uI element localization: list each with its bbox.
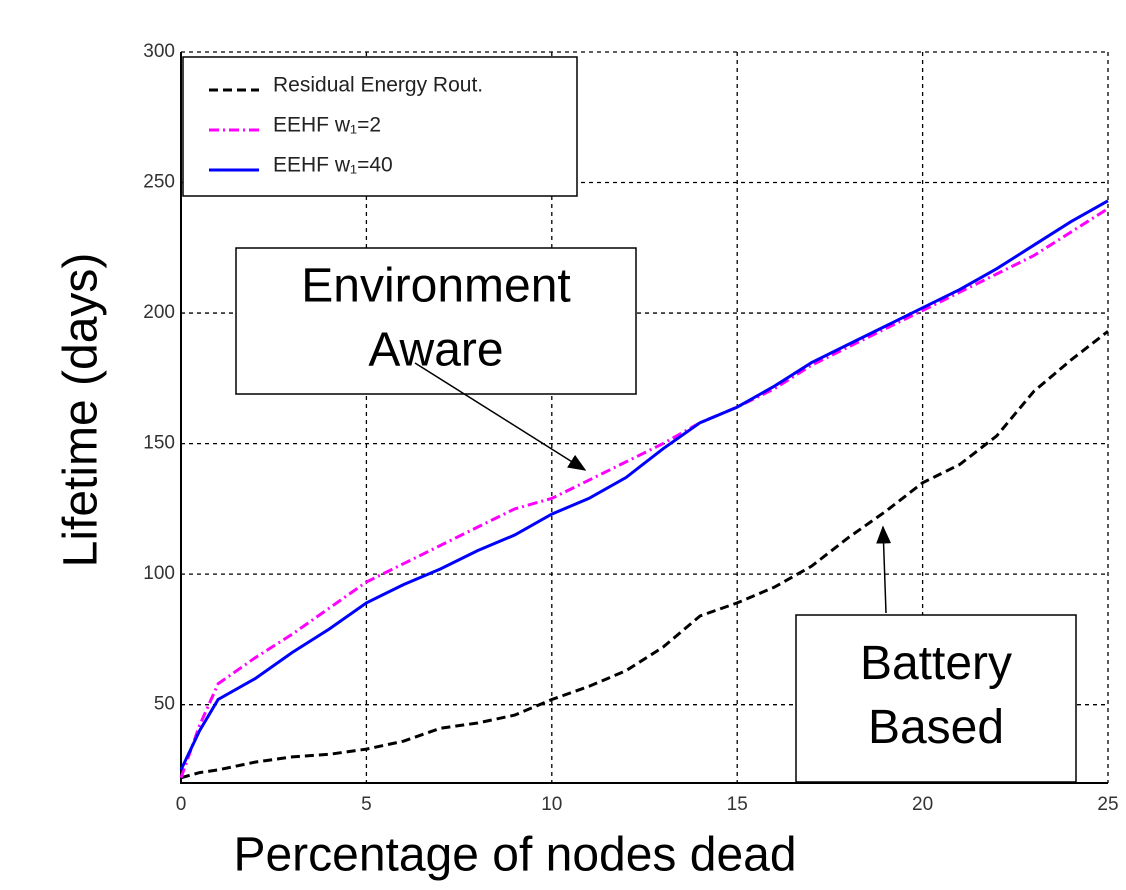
y-tick-label: 50 bbox=[154, 694, 175, 715]
annotation-text: Aware bbox=[368, 324, 503, 377]
y-tick-label: 150 bbox=[143, 433, 175, 454]
series-line bbox=[180, 330, 1109, 780]
annotation-text: Based bbox=[868, 701, 1004, 754]
x-tick-label: 5 bbox=[361, 794, 372, 815]
x-tick-label: 20 bbox=[912, 794, 933, 815]
annotation-text: Environment bbox=[301, 260, 570, 313]
axis-frame bbox=[180, 52, 1108, 784]
y-tick-label: 100 bbox=[143, 563, 175, 584]
y-tick-label: 200 bbox=[143, 302, 175, 323]
annotation-arrow bbox=[876, 525, 892, 614]
annotation-text: Battery bbox=[860, 637, 1012, 690]
x-tick-label: 10 bbox=[541, 794, 562, 815]
y-tick-label: 300 bbox=[143, 41, 175, 62]
legend-label: EEHF w₁=40 bbox=[273, 154, 393, 177]
annotation-box bbox=[795, 614, 1077, 783]
series-line bbox=[179, 207, 1109, 779]
legend-box bbox=[182, 56, 578, 197]
series-line bbox=[179, 199, 1109, 771]
y-tick-label: 250 bbox=[143, 172, 175, 193]
annotation-box bbox=[235, 247, 637, 395]
annotation-arrow bbox=[414, 362, 587, 471]
x-tick-label: 0 bbox=[176, 794, 187, 815]
legend-label: Residual Energy Rout. bbox=[273, 74, 483, 97]
x-tick-label: 25 bbox=[1097, 794, 1118, 815]
y-axis-label: Lifetime (days) bbox=[55, 253, 108, 568]
x-axis-label: Percentage of nodes dead bbox=[233, 829, 796, 882]
x-tick-label: 15 bbox=[727, 794, 748, 815]
legend-label: EEHF w₁=2 bbox=[273, 114, 381, 137]
